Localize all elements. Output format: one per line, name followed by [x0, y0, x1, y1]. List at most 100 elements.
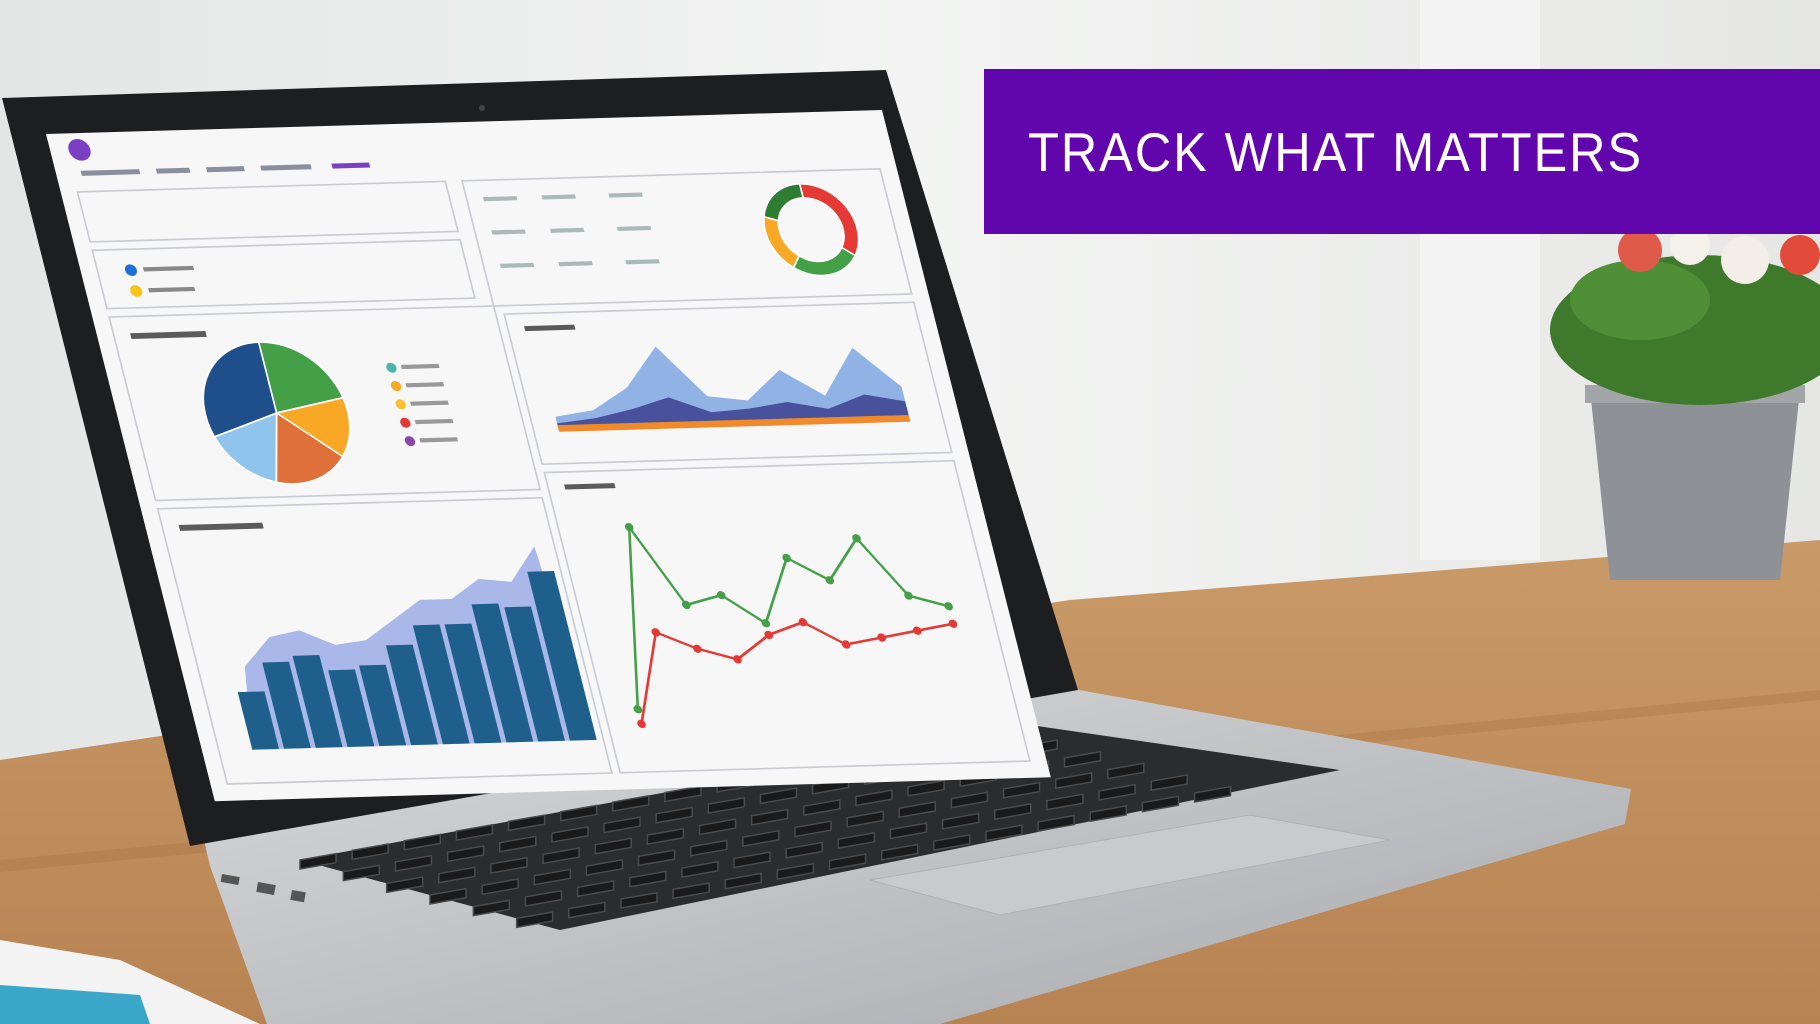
key [620, 891, 658, 909]
potted-plant [1550, 225, 1820, 580]
key [950, 791, 989, 809]
key [855, 789, 893, 807]
key [846, 810, 884, 828]
key [594, 837, 632, 855]
key [933, 833, 971, 852]
key [1107, 762, 1145, 780]
key [394, 854, 433, 872]
pie-slice [202, 341, 278, 438]
key [733, 851, 771, 869]
bar [358, 664, 407, 747]
webcam [479, 105, 485, 111]
key [889, 822, 928, 840]
key [994, 803, 1032, 821]
key [533, 868, 572, 886]
line-point [633, 705, 643, 714]
bar [444, 623, 502, 744]
key [568, 901, 606, 919]
key [1063, 750, 1102, 768]
bar [412, 624, 470, 745]
legend-dot [404, 436, 416, 447]
line-point [764, 630, 774, 640]
key [907, 779, 945, 797]
line-point [624, 523, 634, 532]
line-point [944, 602, 953, 611]
legend-label [400, 363, 440, 370]
key [776, 862, 815, 881]
line-point [841, 640, 851, 649]
key [481, 878, 519, 896]
key [542, 847, 580, 865]
key [559, 804, 598, 822]
bar [471, 603, 534, 743]
key [524, 889, 563, 907]
key [750, 808, 789, 826]
key [803, 798, 841, 817]
area-baseline [557, 415, 911, 432]
key [472, 899, 511, 917]
key [1002, 781, 1041, 799]
headline-banner: TRACK WHAT MATTERS [984, 69, 1820, 234]
line-series [640, 620, 954, 725]
key [1089, 805, 1127, 823]
line-point [825, 576, 835, 585]
bar [527, 571, 597, 741]
key [403, 833, 442, 851]
key [941, 812, 980, 830]
key [1141, 795, 1180, 813]
key [1098, 783, 1136, 801]
line-point [877, 633, 886, 642]
usb-port [220, 874, 240, 886]
key [1150, 774, 1188, 792]
key [446, 845, 485, 863]
key [576, 880, 615, 898]
key [646, 827, 685, 846]
legend-dot [390, 381, 402, 392]
donut-segment [762, 182, 805, 222]
key [985, 824, 1023, 842]
laptop-screen [46, 109, 1051, 802]
key [672, 882, 710, 900]
line-point [693, 644, 702, 653]
legend-label [419, 437, 459, 443]
legend-dot [400, 417, 411, 428]
key [490, 856, 528, 874]
line-point [681, 600, 691, 610]
line-point [637, 719, 646, 729]
key [507, 814, 546, 832]
legend-label [405, 382, 445, 388]
key [351, 843, 389, 861]
line-point [761, 619, 771, 628]
key [794, 820, 832, 838]
legend-label [410, 400, 449, 406]
key [724, 872, 762, 890]
key [707, 796, 746, 815]
key [880, 843, 919, 861]
key [1193, 785, 1232, 803]
bar [385, 644, 438, 746]
key [898, 800, 937, 819]
key [664, 785, 702, 803]
key [759, 787, 798, 805]
line-point [716, 590, 726, 600]
key [828, 853, 867, 871]
key [455, 823, 494, 841]
legend-dot [395, 399, 406, 410]
bar [504, 606, 565, 742]
line-point [782, 553, 791, 563]
key [603, 816, 641, 834]
key [1046, 793, 1084, 811]
headline-text: TRACK WHAT MATTERS [1028, 120, 1644, 183]
trackpad[interactable] [869, 814, 1391, 916]
app-logo [68, 138, 91, 161]
bar [237, 691, 280, 750]
key [612, 794, 650, 813]
key [837, 831, 876, 850]
key [1054, 772, 1093, 790]
nav-tabs [80, 162, 371, 176]
key [299, 852, 337, 870]
key [385, 876, 424, 894]
key [342, 864, 381, 882]
key [785, 841, 823, 859]
key [655, 806, 693, 824]
